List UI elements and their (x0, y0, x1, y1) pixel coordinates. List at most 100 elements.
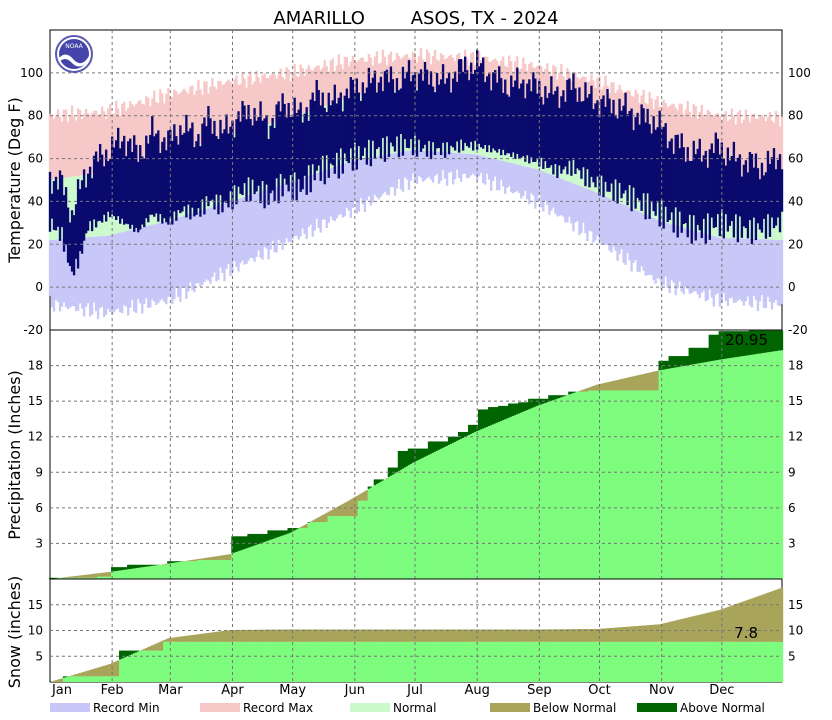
precip-normal-bar (119, 570, 122, 579)
observed-temp-bar (518, 88, 521, 159)
snow-below-normal-bar (275, 629, 278, 642)
precip-below-normal-bar (321, 515, 324, 523)
precip-below-normal-bar (646, 373, 649, 391)
precip-below-normal-bar (301, 526, 304, 529)
snow-below-normal-bar (72, 674, 76, 677)
record-max-bar (690, 116, 693, 170)
precip-normal-bar (520, 412, 523, 579)
precip-below-normal-bar (642, 373, 645, 391)
record-min-bar (760, 239, 764, 296)
record-min-bar (217, 205, 220, 280)
snow-below-normal-bar (441, 629, 445, 642)
snow-below-normal-bar (596, 628, 599, 642)
snow-above-normal-bar (133, 650, 136, 654)
precip-normal-bar (403, 467, 407, 579)
record-min-bar (92, 236, 96, 303)
observed-temp-bar (403, 78, 407, 140)
snow-below-normal-bar (558, 629, 561, 642)
observed-temp-bar (423, 61, 427, 145)
observed-temp-bar (329, 105, 332, 164)
precip-normal-bar (385, 479, 389, 579)
precip-normal-bar (682, 366, 685, 579)
observed-temp-bar (161, 141, 164, 224)
observed-temp-bar (277, 101, 280, 204)
precip-normal-bar (68, 577, 72, 579)
record-max-bar (768, 112, 772, 182)
record-min-bar (125, 231, 128, 307)
observed-temp-bar (171, 140, 174, 225)
precip-normal-bar (618, 390, 621, 579)
precip-normal-bar (305, 528, 308, 579)
precip-normal-bar (692, 364, 695, 579)
observed-temp-bar (588, 93, 591, 188)
precip-normal-bar (556, 398, 559, 579)
precip-normal-bar (377, 482, 381, 579)
observed-temp-bar (457, 59, 461, 153)
precip-above-normal-bar (279, 530, 282, 537)
record-max-bar (413, 52, 417, 89)
observed-temp-bar (159, 153, 162, 215)
record-max-bar (750, 114, 754, 182)
record-min-bar (602, 195, 605, 245)
observed-temp-bar (123, 135, 126, 225)
record-min-bar (590, 190, 593, 232)
record-min-bar (672, 224, 675, 283)
snow-observed-bar (504, 641, 507, 682)
snow-below-normal-bar (413, 629, 417, 642)
snow-below-normal-bar (512, 629, 515, 642)
snow-observed-bar (449, 641, 453, 682)
record-min-bar (157, 223, 160, 304)
observed-temp-bar (658, 110, 661, 227)
record-min-bar (110, 234, 114, 315)
snow-below-normal-bar (730, 605, 734, 642)
record-max-bar (78, 110, 82, 176)
snow-observed-bar (275, 641, 278, 682)
observed-temp-bar (560, 96, 563, 174)
record-min-bar (62, 238, 66, 303)
precip-normal-bar (704, 362, 707, 579)
precip-above-normal-bar (522, 402, 525, 412)
precip-normal-bar (674, 367, 677, 579)
precip-normal-bar (229, 560, 232, 579)
precip-normal-bar (614, 390, 617, 579)
snow-below-normal-bar (748, 599, 752, 642)
record-max-bar (94, 110, 98, 174)
precip-normal-bar (498, 421, 501, 579)
record-max-bar (754, 118, 758, 182)
observed-temp-bar (554, 90, 557, 164)
observed-temp-bar (399, 88, 403, 135)
observed-temp-bar (369, 83, 373, 167)
snow-observed-bar (68, 676, 72, 682)
observed-temp-bar (471, 73, 475, 151)
snow-observed-bar (425, 641, 429, 682)
record-max-bar (54, 116, 58, 180)
snow-observed-bar (500, 641, 503, 682)
snow-below-normal-bar (313, 629, 316, 642)
precip-normal-bar (439, 448, 443, 579)
record-min-bar (451, 152, 455, 185)
observed-temp-bar (724, 165, 728, 215)
observed-temp-bar (606, 89, 609, 192)
record-min-bar (335, 166, 338, 219)
record-max-bar (347, 66, 350, 98)
record-min-bar (169, 220, 172, 296)
precip-above-normal-bar (512, 403, 515, 416)
precip-normal-bar (365, 500, 369, 579)
precip-total-label: 20.95 (725, 331, 768, 349)
snow-below-normal-bar (746, 599, 750, 642)
precip-below-normal-bar (363, 491, 367, 501)
record-max-bar (337, 54, 340, 102)
record-min-bar (433, 151, 437, 176)
precip-normal-bar (399, 469, 403, 579)
observed-temp-bar (173, 124, 176, 212)
precip-below-normal-bar (225, 554, 228, 561)
snow-below-normal-bar (305, 629, 308, 642)
precip-normal-bar (437, 449, 441, 579)
snow-observed-bar (686, 641, 689, 682)
observed-temp-bar (193, 147, 196, 217)
snow-below-normal-bar (353, 629, 357, 642)
snow-below-normal-bar (271, 629, 274, 642)
snow-observed-bar (592, 641, 595, 682)
snow-below-normal-bar (756, 596, 760, 642)
snow-observed-bar (389, 641, 393, 682)
